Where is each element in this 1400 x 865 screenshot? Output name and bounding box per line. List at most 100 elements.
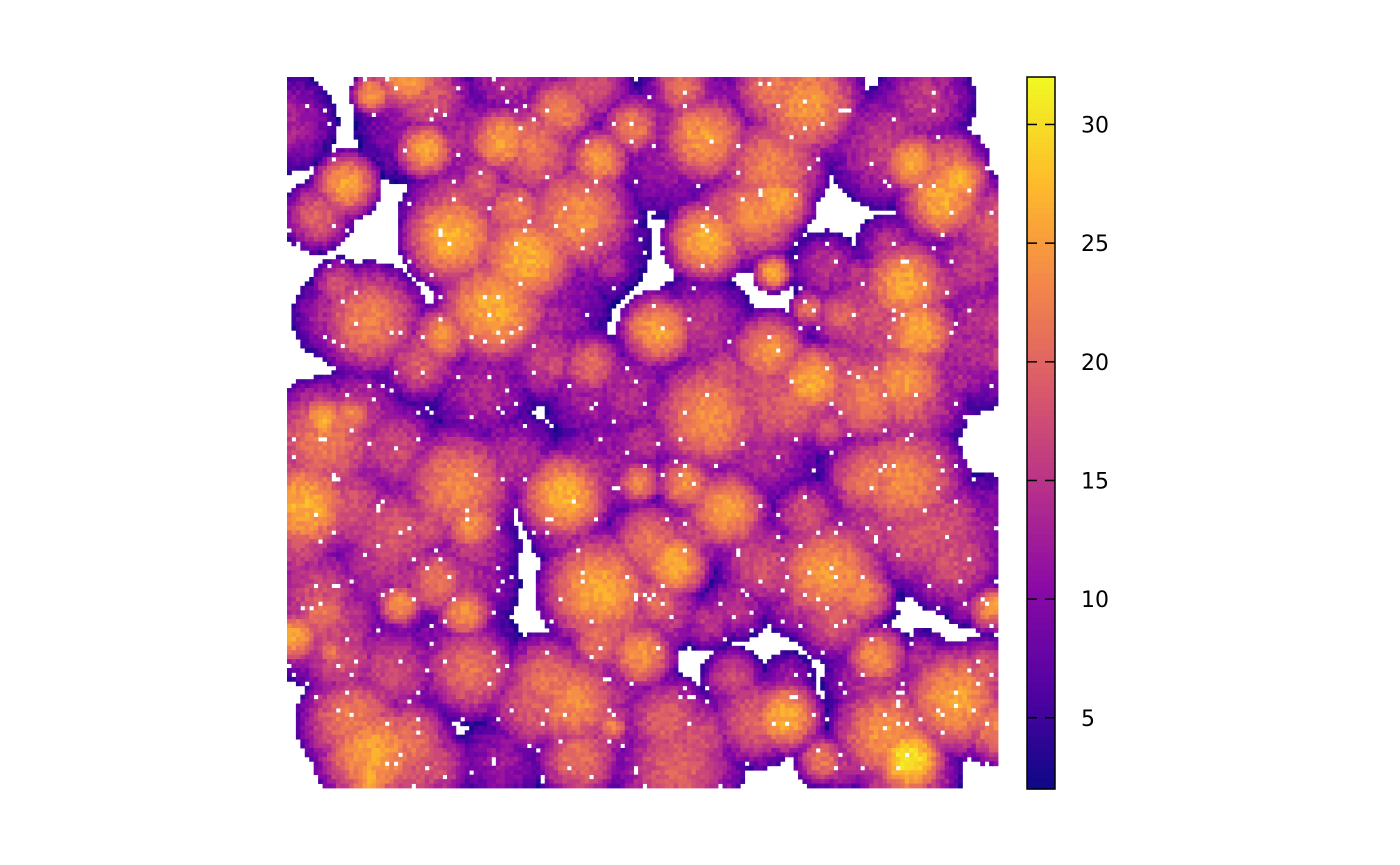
raster-cell-run [424, 161, 430, 167]
raster-cell-run [318, 210, 323, 216]
raster-cell-run [611, 94, 621, 100]
raster-cell-run [491, 183, 497, 189]
raster-cell-run [558, 121, 563, 127]
raster-cell-run [798, 81, 803, 87]
raster-cell-run [802, 103, 808, 109]
raster-cell-run [326, 241, 332, 247]
raster-cell-run [562, 90, 568, 96]
raster-cell-run [500, 121, 506, 127]
raster-cell-run [651, 214, 670, 220]
raster-cell-run [318, 170, 323, 176]
raster-cell-run [424, 263, 430, 269]
raster-cell-run [918, 152, 923, 158]
raster-cell-run [984, 170, 990, 176]
raster-cell-run [718, 223, 723, 229]
raster-cell-run [451, 192, 457, 198]
raster-cell-run [789, 232, 794, 238]
raster-cell-run [642, 77, 652, 82]
raster-cell-run [549, 143, 559, 149]
raster-cell-run [686, 232, 692, 238]
raster-cell-run [766, 161, 772, 167]
raster-cell-run [878, 112, 883, 118]
raster-cell-run [846, 165, 852, 171]
raster-cell-run [873, 174, 879, 180]
raster-cell-run [491, 241, 497, 247]
raster-cell-run [664, 236, 670, 242]
raster-cell-run [944, 130, 950, 136]
raster-cell-run [718, 183, 723, 189]
raster-cell-run [744, 201, 750, 207]
raster-cell-run [771, 179, 777, 185]
raster-cell-run [318, 263, 323, 269]
raster-cell-run [633, 232, 639, 238]
raster-cell-run [335, 232, 341, 238]
raster-cell-run [838, 241, 843, 247]
raster-cell-run [340, 205, 346, 211]
raster-cell-run [815, 161, 821, 167]
raster-cell-run [984, 205, 994, 211]
raster-cell-run [824, 125, 830, 131]
raster-cell-run [518, 81, 523, 87]
raster-cell-run [469, 205, 483, 211]
raster-cell-run [340, 152, 359, 158]
raster-cell-run [771, 232, 777, 238]
raster-cell-run [358, 125, 363, 131]
raster-cell-run [620, 201, 626, 207]
raster-cell-run [606, 183, 617, 189]
raster-cell-run [660, 99, 666, 105]
raster-cell-run [678, 188, 683, 193]
raster-cell-run [460, 196, 470, 202]
raster-cell-run [522, 81, 528, 87]
raster-cell-run [402, 152, 408, 158]
raster-cell-run [491, 250, 501, 256]
raster-cell-run [971, 174, 977, 180]
raster-cell-run [446, 174, 452, 180]
raster-cell-run [638, 179, 648, 185]
raster-cell-run [664, 103, 670, 109]
raster-cell-run [709, 152, 714, 158]
raster-cell-run [642, 241, 648, 247]
raster-cell-run [415, 116, 426, 122]
raster-cell-run [291, 81, 297, 87]
raster-cell-run [975, 232, 981, 238]
raster-cell-run [469, 210, 475, 216]
raster-cell-run [900, 245, 910, 251]
raster-cell-run [753, 259, 759, 265]
raster-cell-run [322, 90, 328, 96]
raster-cell-run [744, 241, 750, 247]
raster-cell-run [438, 125, 443, 131]
raster-cell-run [784, 85, 794, 91]
raster-cell-run [891, 112, 897, 118]
raster-cell-run [909, 130, 914, 136]
raster-cell-run [624, 156, 630, 162]
raster-cell-run [798, 90, 803, 96]
raster-cell-run [975, 134, 981, 140]
raster-cell-run [615, 214, 621, 220]
raster-cell-run [811, 161, 817, 167]
raster-cell-run [526, 241, 532, 247]
raster-cell-run [571, 205, 577, 211]
raster-cell-run [451, 134, 457, 140]
raster-cell-run [962, 174, 968, 180]
raster-cell-run [335, 188, 341, 193]
raster-cell-run [322, 245, 328, 251]
raster-cell-run [473, 125, 479, 131]
raster-cell-run [615, 116, 630, 122]
raster-cell-run [798, 116, 803, 122]
raster-cell-run [540, 210, 546, 216]
raster-cell-run [295, 183, 301, 189]
raster-cell-run [846, 250, 852, 256]
raster-cell-run [686, 196, 692, 202]
raster-cell-run [309, 223, 315, 229]
raster-cell-run [544, 196, 559, 202]
raster-cell-run [513, 130, 519, 136]
raster-cell-run [798, 241, 803, 247]
raster-cell-run [424, 77, 430, 82]
raster-cell-run [318, 148, 323, 153]
raster-cell-run [633, 85, 643, 91]
raster-cell-run [744, 228, 763, 233]
raster-cell-run [513, 139, 519, 145]
raster-cell-run [486, 112, 492, 118]
raster-cell-run [864, 254, 870, 260]
raster-cell-run [851, 85, 857, 91]
